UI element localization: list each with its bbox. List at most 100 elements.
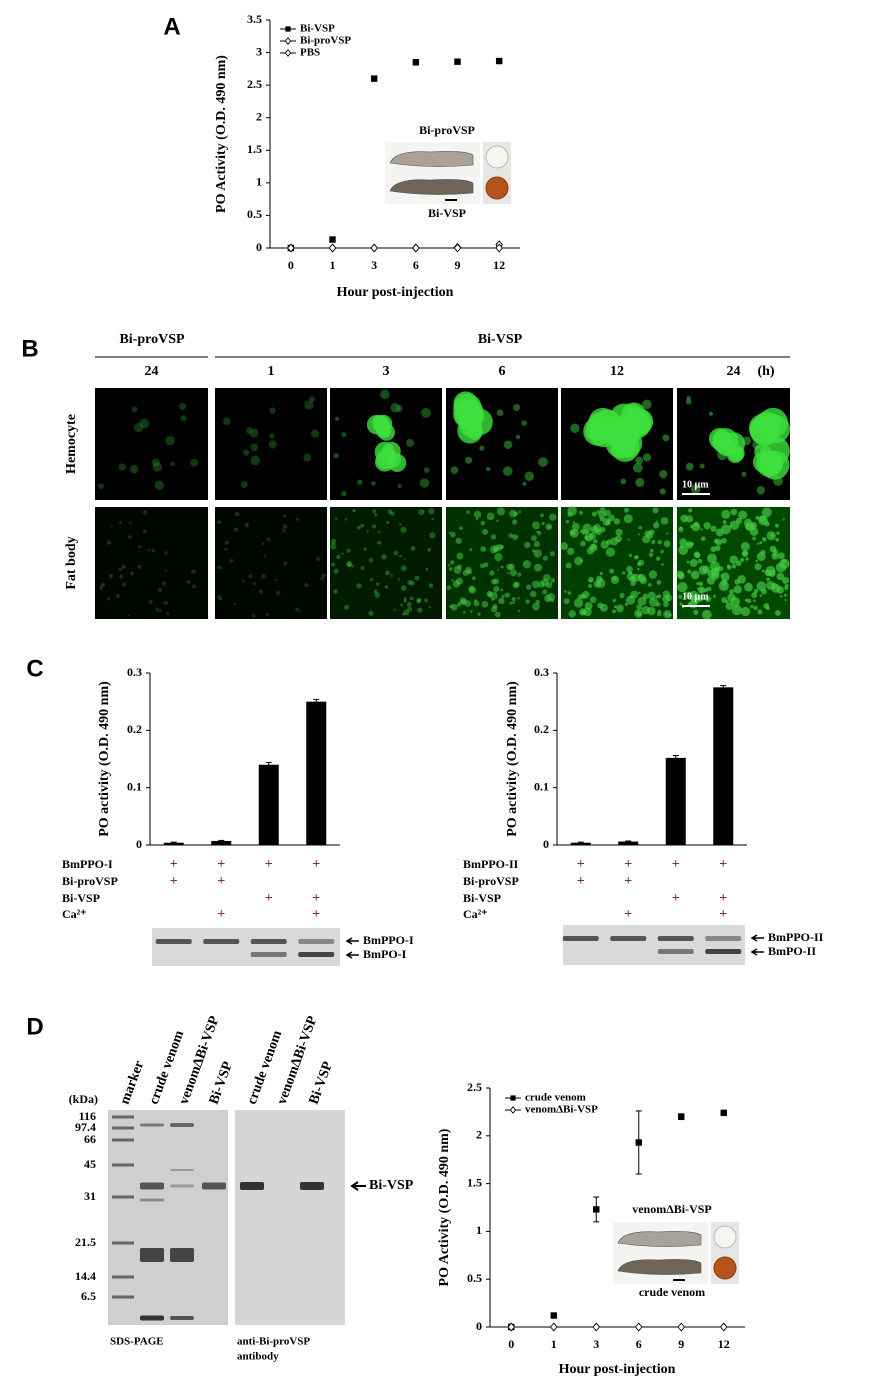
fluorescence (776, 531, 780, 535)
fluorescence (400, 585, 407, 591)
fluorescence (344, 518, 348, 521)
x-tick-label: 3 (593, 1337, 599, 1351)
legend-label: crude venom (525, 1092, 586, 1104)
fluorescence (714, 566, 721, 573)
fluorescence (331, 562, 336, 567)
fluorescence (637, 573, 646, 582)
dish (485, 145, 509, 169)
fluorescence (497, 568, 500, 571)
fluorescence (400, 565, 407, 571)
marker (507, 1322, 516, 1332)
fluorescence (134, 423, 144, 433)
y-tick-label: 3 (256, 44, 262, 58)
fluorescence (697, 595, 704, 602)
fluorescence (677, 572, 685, 580)
fluorescence (678, 594, 683, 599)
fluorescence (574, 556, 583, 566)
fluorescence (343, 604, 349, 610)
fluorescence (268, 440, 277, 449)
y-tick-label: 0.1 (534, 779, 549, 793)
gel-band (202, 1182, 226, 1190)
fluorescence (513, 404, 521, 412)
condition-mark: + (265, 857, 273, 872)
error-bar (720, 685, 727, 690)
fluorescence (531, 535, 537, 541)
fluorescence (269, 433, 275, 439)
fluorescence (610, 575, 620, 585)
fluorescence (118, 521, 122, 524)
y-tick-label: 0.2 (127, 722, 142, 736)
fluorescence (761, 414, 790, 444)
row-label: Fat body (64, 536, 79, 589)
fluorescence (269, 407, 276, 414)
fluorescence (403, 609, 410, 616)
fluorescence (662, 434, 670, 442)
fluorescence (259, 589, 263, 594)
fluorescence (333, 589, 338, 594)
condition-mark: + (577, 874, 585, 889)
fluorescence (651, 540, 656, 545)
blot-label: BmPPO-II (768, 930, 824, 944)
dish (713, 1256, 737, 1280)
fluorescence (648, 552, 654, 557)
fluorescence (481, 600, 489, 608)
fluorescence (740, 557, 745, 562)
fluorescence (493, 585, 500, 592)
fluorescence (752, 536, 756, 541)
fluorescence (679, 602, 683, 606)
fluorescence (773, 553, 777, 557)
blot-band (657, 949, 694, 954)
y-axis-label: PO Activity (O.D. 490 nm) (437, 1128, 452, 1286)
fluorescence (522, 560, 532, 569)
marker (509, 1106, 517, 1114)
fluorescence (598, 511, 606, 519)
fluorescence (624, 507, 630, 513)
fluorescence (663, 601, 669, 608)
fluorescence (251, 613, 256, 618)
fluorescence (652, 507, 659, 514)
fluorescence (276, 590, 281, 595)
fluorescence (498, 597, 505, 605)
fluorescence (599, 507, 606, 513)
marker (370, 75, 378, 82)
fluorescence (380, 389, 390, 400)
fluorescence (620, 478, 627, 485)
fluorescence (678, 526, 684, 532)
error-bar (577, 841, 584, 844)
fluorescence (480, 520, 486, 526)
fluorescence (482, 528, 489, 535)
fluorescence (503, 440, 513, 449)
marker (549, 1322, 558, 1332)
fluorescence (459, 526, 463, 530)
bar (211, 840, 232, 845)
fluorescence (536, 530, 539, 533)
fluorescence (164, 551, 168, 555)
fluorescence (428, 606, 432, 609)
marker (412, 59, 420, 66)
fluorescence (703, 522, 711, 530)
fluorescence (783, 593, 787, 597)
condition-mark: + (624, 874, 632, 889)
blot-band (705, 936, 742, 941)
fluorescence (512, 601, 516, 605)
fluorescence (568, 610, 576, 618)
kda-label: 45 (84, 1157, 96, 1171)
condition-name: Bi-VSP (463, 891, 501, 905)
marker (510, 1095, 516, 1101)
fluorescence (531, 549, 536, 553)
fluorescence (596, 510, 601, 514)
fluorescence (427, 547, 431, 552)
fluorescence (504, 592, 510, 598)
fluorescence (731, 564, 737, 569)
fluorescence (734, 579, 740, 585)
bar (258, 764, 279, 845)
fluorescence (700, 536, 706, 541)
kda-label: 116 (79, 1109, 96, 1123)
fluorescence (725, 600, 729, 604)
kda-label: 66 (84, 1132, 96, 1146)
fluorescence (715, 528, 724, 537)
marker (370, 243, 378, 253)
fluorescence (580, 540, 586, 547)
fluorescence (387, 509, 393, 514)
fluorescence (722, 520, 727, 525)
